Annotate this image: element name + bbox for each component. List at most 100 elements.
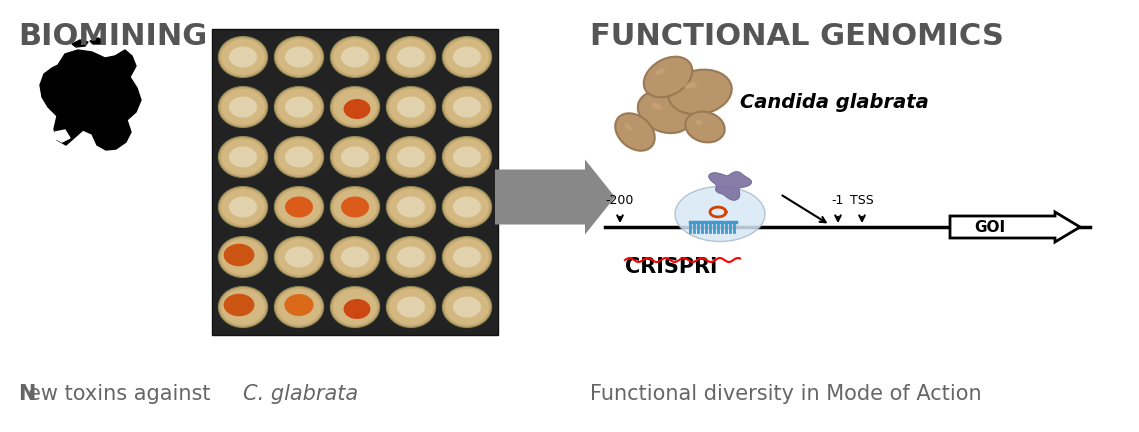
Ellipse shape [221,39,265,75]
Ellipse shape [285,96,313,118]
Ellipse shape [334,39,377,75]
Ellipse shape [398,247,425,267]
Ellipse shape [386,137,435,178]
Text: ew toxins against: ew toxins against [28,384,218,404]
Ellipse shape [221,189,265,225]
Ellipse shape [442,187,492,228]
Ellipse shape [229,47,257,67]
Ellipse shape [344,299,370,319]
Ellipse shape [386,187,435,228]
Ellipse shape [330,86,379,127]
Ellipse shape [277,89,321,125]
Text: -1: -1 [831,194,844,207]
Ellipse shape [390,39,433,75]
Ellipse shape [219,236,268,277]
Text: C. glabrata: C. glabrata [243,384,358,404]
Ellipse shape [445,39,489,75]
Ellipse shape [285,197,313,217]
Ellipse shape [390,89,433,125]
Ellipse shape [274,187,323,228]
Ellipse shape [277,189,321,225]
Ellipse shape [390,139,433,175]
Ellipse shape [686,111,724,143]
Ellipse shape [675,187,765,241]
Ellipse shape [219,187,268,228]
Ellipse shape [669,70,731,114]
FancyArrow shape [495,159,615,235]
Ellipse shape [219,86,268,127]
Text: BIOMINING: BIOMINING [18,22,207,51]
Ellipse shape [398,96,425,118]
Text: N: N [18,384,35,404]
Ellipse shape [390,189,433,225]
Ellipse shape [330,36,379,77]
Ellipse shape [341,47,369,67]
Ellipse shape [386,286,435,327]
Ellipse shape [334,89,377,125]
Text: FUNCTIONAL GENOMICS: FUNCTIONAL GENOMICS [590,22,1003,51]
Ellipse shape [330,137,379,178]
Ellipse shape [274,36,323,77]
Ellipse shape [341,146,369,168]
Ellipse shape [695,120,703,125]
Ellipse shape [638,91,693,133]
Text: GOI: GOI [975,219,1006,235]
Ellipse shape [330,286,379,327]
Ellipse shape [330,236,379,277]
Ellipse shape [442,36,492,77]
Ellipse shape [341,247,369,267]
Ellipse shape [442,86,492,127]
Ellipse shape [390,239,433,275]
Ellipse shape [223,294,254,316]
Ellipse shape [442,236,492,277]
Ellipse shape [442,137,492,178]
Text: -200: -200 [606,194,634,207]
Ellipse shape [277,239,321,275]
Polygon shape [40,50,141,150]
Ellipse shape [398,47,425,67]
Ellipse shape [221,139,265,175]
Ellipse shape [221,239,265,275]
Ellipse shape [285,247,313,267]
Ellipse shape [219,286,268,327]
Ellipse shape [277,139,321,175]
Ellipse shape [334,289,377,325]
Ellipse shape [624,124,632,130]
Ellipse shape [644,57,693,97]
Ellipse shape [453,146,481,168]
Ellipse shape [334,139,377,175]
Ellipse shape [445,189,489,225]
Ellipse shape [453,296,481,318]
Ellipse shape [274,137,323,178]
Ellipse shape [277,289,321,325]
Ellipse shape [390,289,433,325]
Ellipse shape [656,68,665,75]
Ellipse shape [445,139,489,175]
Ellipse shape [334,239,377,275]
Text: TSS: TSS [850,194,874,207]
Ellipse shape [445,89,489,125]
Ellipse shape [285,47,313,67]
Ellipse shape [453,96,481,118]
Ellipse shape [229,197,257,217]
Ellipse shape [445,239,489,275]
Ellipse shape [274,286,323,327]
Text: Functional diversity in Mode of Action: Functional diversity in Mode of Action [590,384,982,404]
Ellipse shape [386,236,435,277]
Ellipse shape [330,187,379,228]
Ellipse shape [285,146,313,168]
Ellipse shape [398,296,425,318]
Ellipse shape [344,99,370,119]
Ellipse shape [685,82,697,89]
Ellipse shape [341,197,369,217]
Ellipse shape [229,146,257,168]
Text: CRISPRi: CRISPRi [625,257,718,277]
Ellipse shape [223,244,254,266]
Ellipse shape [221,89,265,125]
Ellipse shape [219,137,268,178]
Ellipse shape [274,236,323,277]
Ellipse shape [229,96,257,118]
Polygon shape [708,172,752,200]
Polygon shape [54,130,69,142]
FancyArrow shape [950,212,1080,242]
